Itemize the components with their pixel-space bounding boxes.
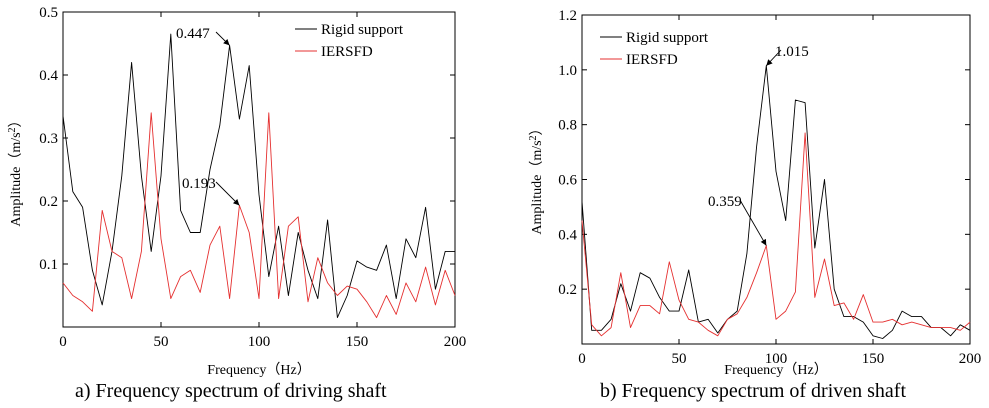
driven-series-iersfd-line <box>581 132 971 337</box>
driven-yaxis-title: Amplitude（m/s2） <box>528 121 546 234</box>
driven-xtick-label: 200 <box>959 351 982 367</box>
driving-yaxis-title: Amplitude（m/s2） <box>7 113 25 226</box>
driving-annotation-label: 0.447 <box>176 26 210 42</box>
driving-ytick-label: 0.2 <box>39 194 58 210</box>
driving-annotation-arrowhead <box>223 39 230 46</box>
driven-xtick-label: 150 <box>862 351 885 367</box>
driven-annotation-arrowhead <box>766 59 773 66</box>
driving-annotation-label: 0.193 <box>182 176 216 192</box>
driving-ytick-label: 0.5 <box>39 5 58 21</box>
driven-xtick-label: 100 <box>765 351 788 367</box>
driving-ytick-label: 0.4 <box>39 68 58 84</box>
driving-annotation-arrowhead <box>233 199 240 206</box>
driven-annotation-arrowhead <box>760 238 767 246</box>
driving-series-iersfd-line <box>62 112 456 319</box>
driving-legend-label-rigid-support: Rigid support <box>321 22 404 38</box>
driving-ytick-label: 0.1 <box>39 257 58 273</box>
driving-xtick-label: 150 <box>346 334 369 350</box>
driven-legend-label-iersfd: IERSFD <box>626 52 678 68</box>
driven-annotation-arrow <box>739 199 767 246</box>
driving-xtick-label: 0 <box>59 334 67 350</box>
driving-xtick-label: 100 <box>248 334 271 350</box>
driving-xaxis-title: Frequency（Hz） <box>207 362 310 378</box>
driving-xtick-label: 50 <box>154 334 169 350</box>
driven-figure-caption: b) Frequency spectrum of driven shaft <box>600 380 906 402</box>
driven-ytick-label: 1.2 <box>558 8 577 24</box>
driven-ytick-label: 0.2 <box>558 282 577 298</box>
driven-ytick-label: 0.6 <box>558 173 577 189</box>
driving-plot-frame <box>62 11 456 328</box>
driven-xaxis-title: Frequency（Hz） <box>724 362 827 378</box>
driving-series-rigid-support-line <box>62 33 455 319</box>
driven-legend-label-rigid-support: Rigid support <box>626 30 709 46</box>
driving-xtick-label: 200 <box>444 334 467 350</box>
driving-ytick-label: 0.3 <box>39 131 58 147</box>
driven-ytick-label: 1.0 <box>558 63 577 79</box>
driven-xtick-label: 50 <box>672 351 687 367</box>
driven-ytick-label: 0.4 <box>558 227 577 243</box>
driven-xtick-label: 0 <box>578 351 586 367</box>
driving-legend-label-iersfd: IERSFD <box>321 44 373 60</box>
driven-annotation-label: 1.015 <box>775 44 809 60</box>
driving-figure-caption: a) Frequency spectrum of driving shaft <box>75 380 387 402</box>
driven-annotation-label: 0.359 <box>708 194 742 210</box>
driven-series-rigid-support-line <box>581 65 971 339</box>
driven-ytick-label: 0.8 <box>558 118 577 134</box>
